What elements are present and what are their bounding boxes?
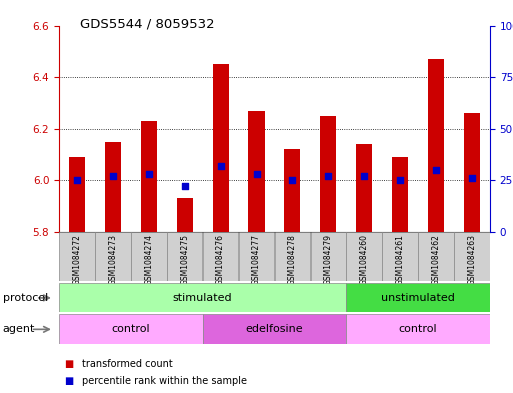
Bar	[248, 111, 265, 232]
Bar	[356, 144, 372, 232]
Text: GSM1084278: GSM1084278	[288, 234, 297, 285]
Text: edelfosine: edelfosine	[246, 324, 303, 334]
Bar	[239, 232, 274, 281]
Text: control: control	[111, 324, 150, 334]
Bar	[176, 198, 193, 232]
Text: ■: ■	[64, 376, 73, 386]
Bar	[454, 232, 490, 281]
Text: control: control	[399, 324, 438, 334]
Bar	[428, 59, 444, 232]
Text: unstimulated: unstimulated	[381, 293, 455, 303]
Text: GDS5544 / 8059532: GDS5544 / 8059532	[80, 18, 214, 31]
Bar	[141, 121, 157, 232]
Bar	[284, 149, 301, 232]
Point	[324, 173, 332, 179]
Bar	[203, 314, 346, 344]
Bar	[310, 232, 346, 281]
Bar	[464, 113, 480, 232]
Bar	[392, 157, 408, 232]
Text: GSM1084274: GSM1084274	[144, 234, 153, 285]
Bar	[105, 141, 121, 232]
Bar	[346, 283, 490, 312]
Point	[181, 183, 189, 189]
Point	[432, 167, 440, 173]
Bar	[59, 283, 346, 312]
Bar	[167, 232, 203, 281]
Text: GSM1084262: GSM1084262	[431, 234, 441, 285]
Text: GSM1084272: GSM1084272	[72, 234, 82, 285]
Point	[145, 171, 153, 177]
Text: GSM1084261: GSM1084261	[396, 234, 405, 285]
Text: agent: agent	[3, 324, 35, 334]
Point	[288, 177, 297, 184]
Point	[252, 171, 261, 177]
Text: GSM1084277: GSM1084277	[252, 234, 261, 285]
Text: GSM1084276: GSM1084276	[216, 234, 225, 285]
Bar	[59, 314, 203, 344]
Bar	[59, 232, 95, 281]
Text: GSM1084263: GSM1084263	[467, 234, 477, 285]
Bar	[274, 232, 310, 281]
Text: transformed count: transformed count	[82, 358, 173, 369]
Point	[109, 173, 117, 179]
Text: protocol: protocol	[3, 293, 48, 303]
Point	[396, 177, 404, 184]
Bar	[95, 232, 131, 281]
Bar	[346, 314, 490, 344]
Text: GSM1084260: GSM1084260	[360, 234, 369, 285]
Text: GSM1084279: GSM1084279	[324, 234, 333, 285]
Point	[73, 177, 81, 184]
Text: GSM1084275: GSM1084275	[180, 234, 189, 285]
Point	[468, 175, 476, 181]
Point	[360, 173, 368, 179]
Bar	[203, 232, 239, 281]
Bar	[382, 232, 418, 281]
Text: GSM1084273: GSM1084273	[108, 234, 117, 285]
Text: ■: ■	[64, 358, 73, 369]
Bar	[131, 232, 167, 281]
Bar	[418, 232, 454, 281]
Bar	[320, 116, 337, 232]
Bar	[212, 64, 229, 232]
Text: stimulated: stimulated	[173, 293, 232, 303]
Point	[216, 163, 225, 169]
Bar	[346, 232, 382, 281]
Text: percentile rank within the sample: percentile rank within the sample	[82, 376, 247, 386]
Bar	[69, 157, 85, 232]
